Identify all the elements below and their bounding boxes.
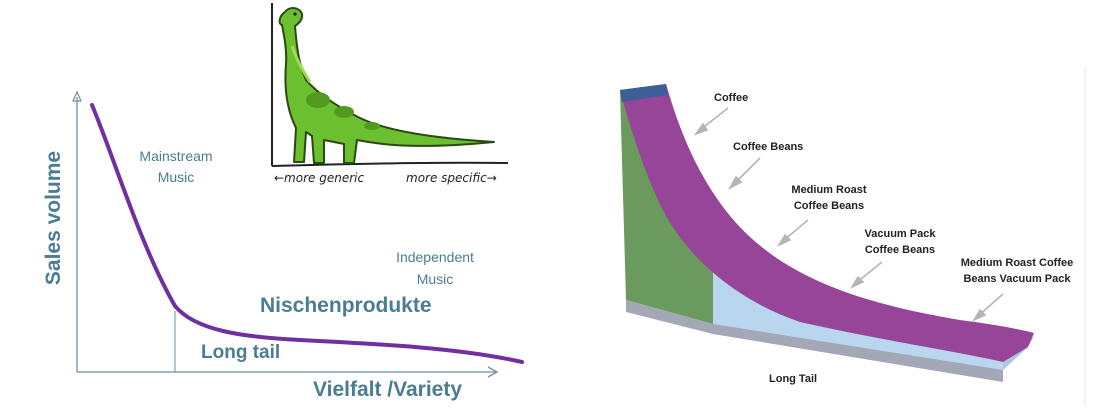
cartoon-x-axis <box>271 161 509 167</box>
pointer-arrows <box>693 107 1004 322</box>
more-specific-label: more specific→ <box>406 171 497 185</box>
vacuum-pack-label: Vacuum Pack Coffee Beans <box>864 228 936 256</box>
long-tail-title: Long Tail <box>769 373 818 385</box>
curved-band <box>620 84 1034 362</box>
dinosaur-icon <box>278 7 495 164</box>
mainstream-label: Mainstream Music <box>139 148 213 185</box>
long-tail-chart <box>72 90 524 378</box>
tail-bottom-strip <box>626 300 1003 382</box>
independent-label: Independent Music <box>396 249 474 287</box>
medium-roast-label: Medium Roast Coffee Beans <box>791 184 867 212</box>
medium-roast-vacuum-label: Medium Roast Coffee Beans Vacuum Pack <box>960 257 1074 285</box>
long-tail-label: Long tail <box>201 342 281 363</box>
niche-products-label: Nischenprodukte <box>260 294 432 317</box>
coffee-beans-label: Coffee Beans <box>733 141 804 153</box>
x-axis-label: Vielfalt /Variety <box>313 378 463 401</box>
band-top-cap <box>620 84 668 102</box>
x-axis-arrowhead <box>487 366 499 378</box>
dinosaur-cartoon <box>271 3 509 167</box>
y-axis-arrowhead <box>72 90 82 102</box>
more-generic-label: ←more generic <box>274 171 365 185</box>
coffee-label: Coffee <box>714 92 749 104</box>
sales-curve <box>90 103 524 364</box>
